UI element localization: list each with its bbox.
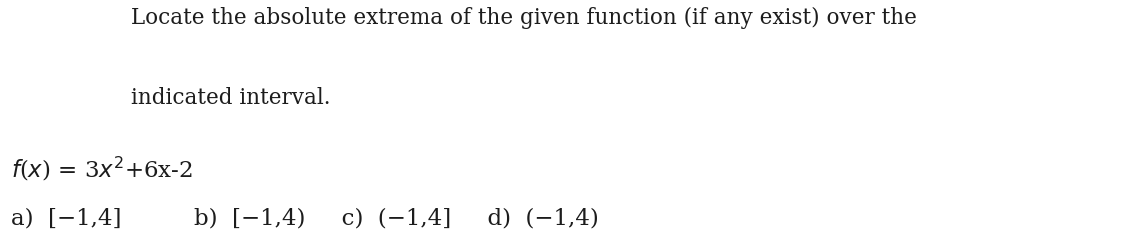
Text: indicated interval.: indicated interval. [131, 87, 331, 109]
Text: Locate the absolute extrema of the given function (if any exist) over the: Locate the absolute extrema of the given… [131, 7, 917, 29]
Text: a)  [−1,4]          b)  [−1,4)     c)  (−1,4]     d)  (−1,4): a) [−1,4] b) [−1,4) c) (−1,4] d) (−1,4) [11, 207, 599, 229]
Text: $f$($x$) = 3$x^2$+6x-2: $f$($x$) = 3$x^2$+6x-2 [11, 154, 193, 183]
